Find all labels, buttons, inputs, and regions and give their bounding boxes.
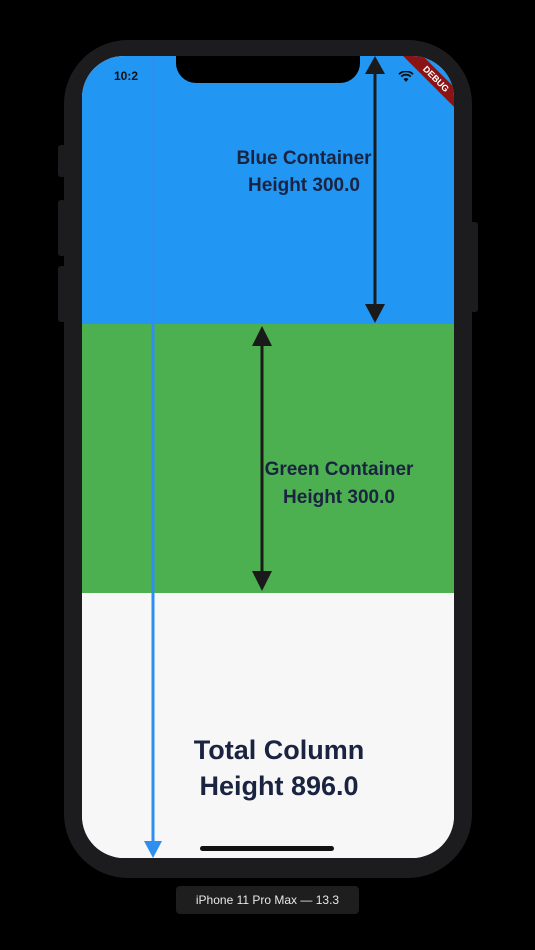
total-height-arrow xyxy=(144,56,162,858)
wifi-icon xyxy=(398,70,414,82)
background-area xyxy=(82,593,454,858)
blue-container xyxy=(82,56,454,324)
device-screen: 10:2 DEBUG Blue Container Height 300.0 G… xyxy=(82,56,454,858)
green-container-label: Green Container Height 300.0 xyxy=(264,459,414,508)
device-caption: iPhone 11 Pro Max — 13.3 xyxy=(176,886,359,914)
blue-height-arrow xyxy=(365,56,385,323)
status-time: 10:2 xyxy=(114,69,139,83)
green-container xyxy=(82,324,454,593)
mute-switch xyxy=(58,145,66,177)
total-column-label: Total Column Height 896.0 xyxy=(193,735,365,801)
home-indicator xyxy=(200,846,334,851)
power-button xyxy=(470,222,478,312)
volume-up-button xyxy=(58,200,66,256)
volume-down-button xyxy=(58,266,66,322)
green-height-arrow xyxy=(252,326,272,591)
notch xyxy=(176,56,360,83)
blue-container-label: Blue Container Height 300.0 xyxy=(236,148,372,196)
status-icons xyxy=(398,70,414,88)
